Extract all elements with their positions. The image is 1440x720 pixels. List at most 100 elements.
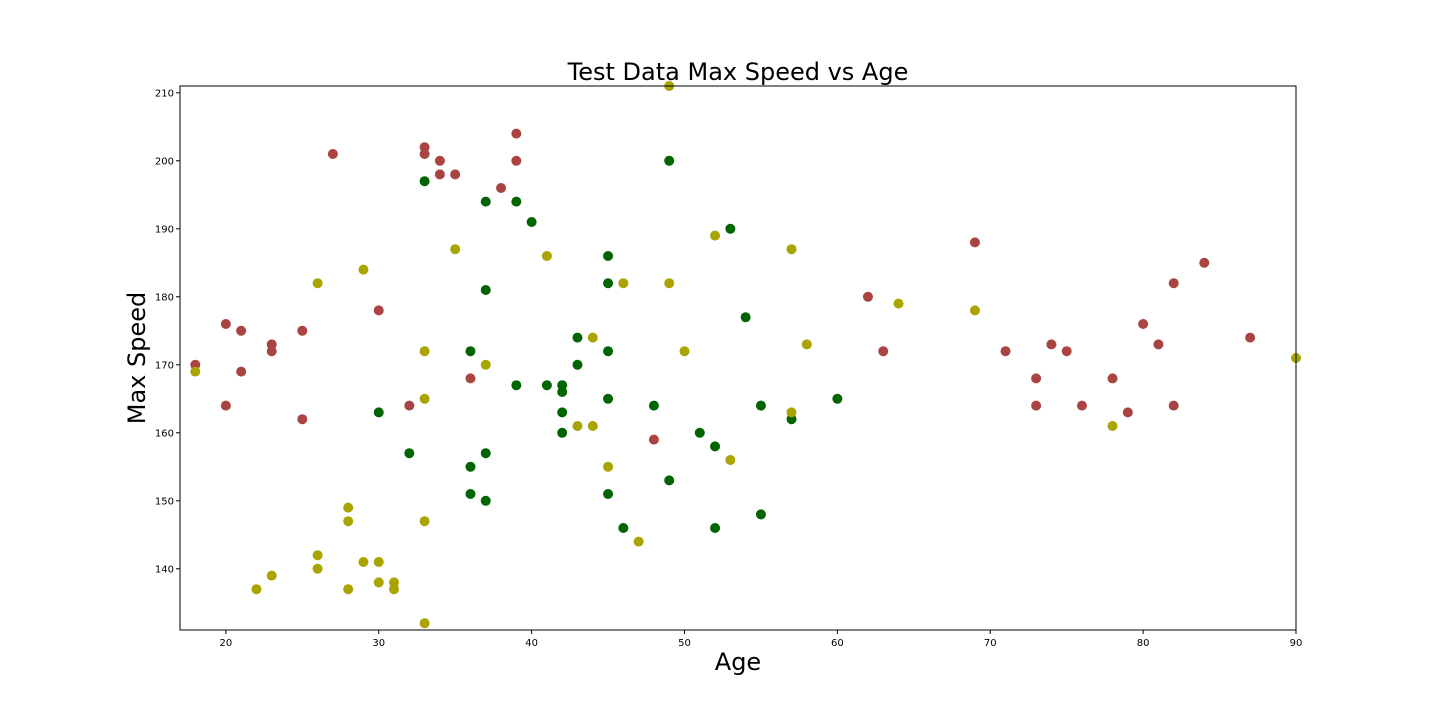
x-tick-label: 60	[831, 638, 844, 649]
data-point	[373, 577, 384, 588]
data-point	[480, 448, 491, 459]
x-axis-ticks: 20 30 40 50 60 70 80 90	[219, 630, 1302, 649]
data-point	[1168, 400, 1179, 411]
data-point	[832, 393, 843, 404]
data-point	[618, 523, 629, 533]
data-point	[511, 380, 522, 391]
y-axis-label: Max Speed	[123, 292, 151, 424]
data-point	[969, 237, 980, 248]
data-point	[1031, 400, 1042, 411]
data-point	[511, 196, 522, 207]
data-point	[1076, 400, 1087, 411]
data-point	[419, 618, 430, 629]
data-point	[679, 346, 690, 357]
data-point	[373, 557, 384, 567]
data-point	[373, 305, 384, 316]
data-point	[557, 407, 568, 418]
data-point	[755, 400, 766, 411]
data-point	[450, 244, 461, 255]
x-axis-label: Age	[715, 648, 761, 676]
data-point	[618, 278, 629, 289]
data-point	[1168, 278, 1179, 289]
chart-title: Test Data Max Speed vs Age	[567, 58, 909, 86]
data-point	[603, 346, 614, 357]
data-point	[572, 332, 583, 343]
data-point	[1138, 319, 1149, 329]
data-point	[327, 149, 338, 159]
data-point	[710, 523, 721, 533]
data-point	[587, 421, 598, 431]
y-tick-label: 180	[155, 292, 174, 303]
data-point	[893, 298, 904, 309]
y-tick-label: 170	[155, 360, 174, 371]
plot-frame	[179, 85, 1297, 631]
y-tick-label: 200	[155, 156, 174, 167]
data-point	[190, 366, 201, 377]
data-point	[1031, 373, 1042, 384]
data-point	[603, 251, 614, 261]
data-point	[496, 183, 507, 193]
data-point	[1046, 339, 1057, 350]
data-point	[343, 584, 354, 595]
data-point	[603, 461, 614, 472]
series-yellow	[190, 81, 1301, 629]
data-point	[465, 346, 476, 357]
data-point	[465, 489, 476, 499]
y-tick-label: 210	[155, 88, 174, 99]
data-point	[1245, 332, 1256, 343]
data-point	[389, 584, 400, 595]
data-point	[572, 359, 583, 370]
data-point	[236, 366, 247, 377]
data-point	[419, 149, 430, 159]
data-point	[404, 400, 415, 411]
y-tick-label: 160	[155, 428, 174, 439]
data-point	[465, 461, 476, 472]
data-point	[465, 373, 476, 384]
data-point	[450, 169, 461, 180]
data-point	[480, 196, 491, 207]
data-point	[648, 434, 659, 445]
data-point	[251, 584, 262, 595]
data-point	[480, 285, 491, 295]
data-point	[358, 264, 369, 275]
data-point	[664, 278, 675, 289]
data-point	[969, 305, 980, 316]
data-point	[480, 495, 491, 506]
data-point	[648, 400, 659, 411]
data-point	[526, 217, 537, 227]
data-point	[358, 557, 369, 567]
data-point	[220, 400, 231, 411]
data-point	[603, 393, 614, 404]
data-point	[1199, 257, 1210, 268]
data-point	[480, 359, 491, 370]
data-points	[190, 81, 1301, 629]
data-point	[266, 570, 277, 581]
data-point	[786, 407, 797, 418]
y-tick-label: 150	[155, 496, 174, 507]
data-point	[862, 291, 873, 302]
data-point	[419, 516, 430, 527]
data-point	[603, 489, 614, 499]
data-point	[572, 421, 583, 431]
data-point	[1153, 339, 1164, 350]
data-point	[1107, 373, 1118, 384]
data-point	[710, 230, 721, 241]
y-tick-label: 140	[155, 564, 174, 575]
data-point	[312, 563, 323, 574]
data-point	[373, 407, 384, 418]
x-tick-label: 30	[372, 638, 385, 649]
data-point	[343, 502, 354, 513]
data-point	[434, 155, 445, 166]
y-axis-ticks: 140 150 160 170 180 190 200 210	[155, 88, 180, 575]
data-point	[343, 516, 354, 527]
data-point	[725, 223, 736, 234]
data-point	[312, 550, 323, 561]
data-point	[511, 128, 522, 139]
data-point	[694, 427, 705, 438]
data-point	[541, 380, 552, 391]
data-point	[220, 319, 231, 329]
x-tick-label: 80	[1137, 638, 1150, 649]
data-point	[511, 155, 522, 166]
